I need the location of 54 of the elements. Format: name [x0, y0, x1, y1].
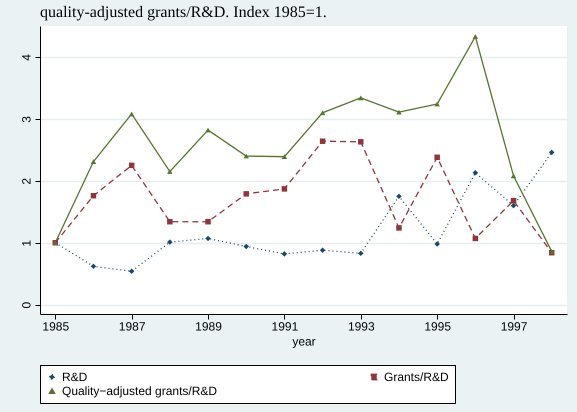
point	[510, 198, 516, 204]
point	[205, 218, 211, 224]
x-tick-label: 1989	[195, 320, 222, 334]
point	[90, 159, 96, 164]
legend-label: R&D	[62, 370, 88, 384]
point	[472, 236, 478, 242]
point	[167, 218, 173, 224]
point	[243, 191, 249, 197]
point	[396, 194, 402, 200]
x-tick-label: 1997	[500, 320, 528, 334]
x-tick-label: 1985	[42, 320, 70, 334]
point	[396, 225, 402, 231]
chart-title: quality-adjusted grants/R&D. Index 1985=1.	[40, 4, 327, 21]
point	[128, 268, 134, 274]
point	[282, 154, 288, 160]
point	[282, 186, 288, 192]
x-tick-label: 1995	[424, 320, 452, 334]
legend-label: Grants/R&D	[384, 370, 450, 384]
y-tick-label: 1	[20, 240, 34, 247]
point	[320, 138, 326, 144]
point	[358, 95, 364, 100]
x-tick-label: 1991	[272, 320, 299, 334]
x-axis-title: year	[292, 334, 316, 348]
point	[128, 162, 134, 168]
point	[358, 139, 364, 145]
point	[434, 154, 440, 160]
x-tick-label: 1987	[118, 320, 146, 334]
point	[358, 250, 364, 256]
x-tick-label: 1993	[348, 320, 375, 334]
point	[472, 170, 478, 176]
point	[243, 154, 249, 158]
y-tick-label: 4	[20, 54, 34, 61]
point	[128, 112, 134, 116]
point	[90, 192, 96, 198]
point	[320, 247, 326, 253]
point	[472, 34, 478, 39]
point	[205, 236, 211, 242]
point	[434, 102, 440, 106]
y-tick-label: 2	[20, 178, 34, 185]
point	[205, 128, 211, 132]
point	[243, 244, 249, 250]
y-tick-label: 0	[20, 302, 34, 309]
y-tick-label: 3	[20, 116, 34, 123]
point	[167, 169, 173, 174]
point	[167, 239, 173, 245]
point	[510, 174, 516, 178]
legend-label: Quality−adjusted grants/R&D	[62, 384, 218, 398]
point	[282, 251, 288, 257]
point	[320, 110, 326, 116]
point	[90, 264, 96, 270]
point	[548, 150, 554, 156]
point	[510, 202, 516, 208]
point	[434, 241, 440, 247]
point	[396, 110, 402, 114]
